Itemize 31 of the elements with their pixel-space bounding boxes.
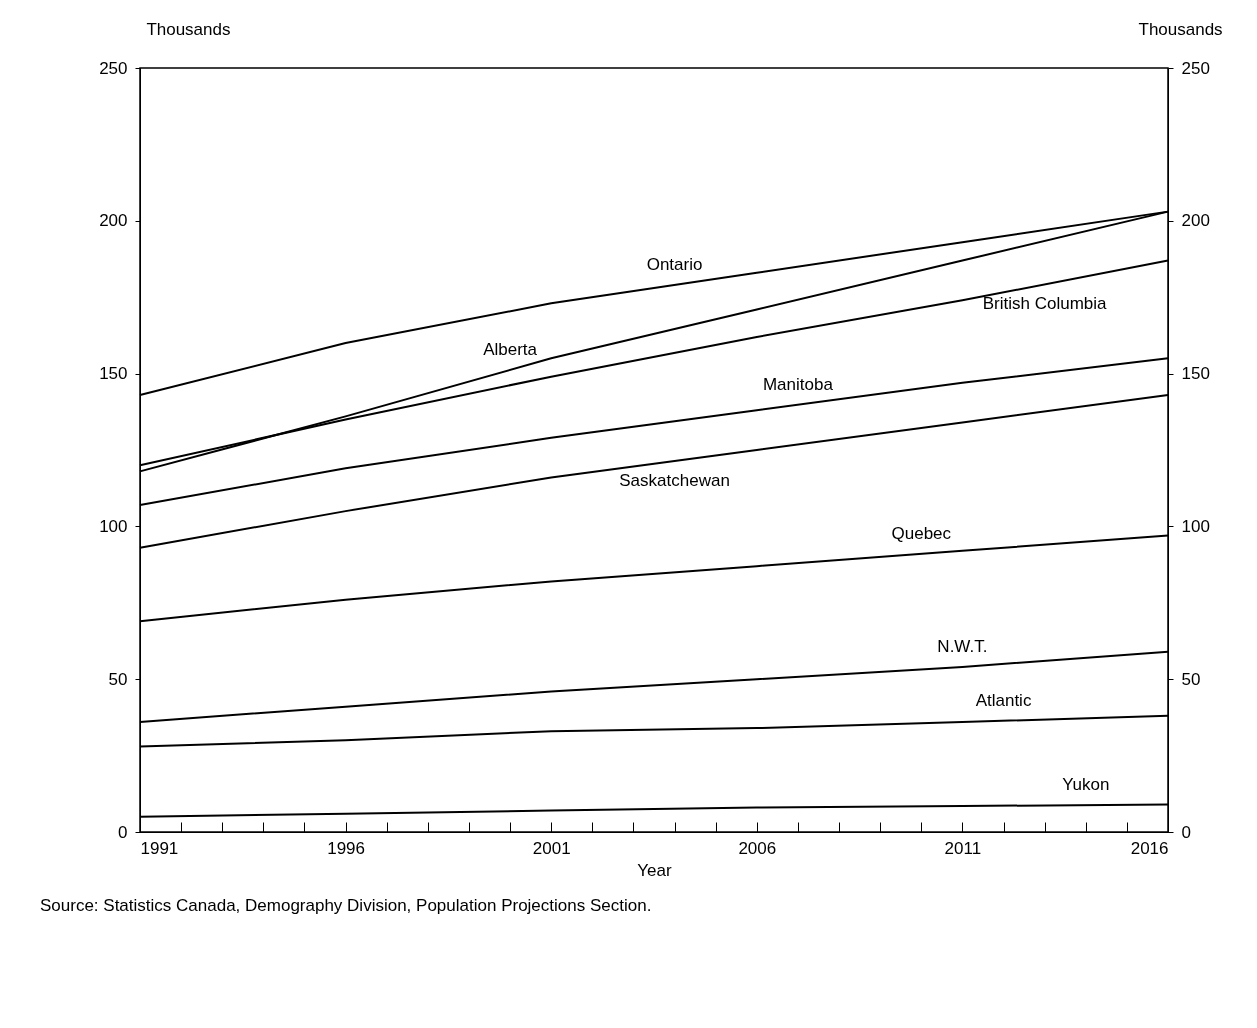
series-label: N.W.T. xyxy=(937,636,988,656)
series-label: Ontario xyxy=(646,254,703,274)
x-tick-label: 2016 xyxy=(1130,838,1169,858)
source-note: Source: Statistics Canada, Demography Division, Population Projections Section. xyxy=(40,896,652,915)
y2-axis-title: Thousands xyxy=(1138,19,1223,39)
y-axis-title: Thousands xyxy=(146,19,231,39)
y-tick-label: 250 xyxy=(99,58,128,78)
x-tick-label: 2001 xyxy=(532,838,571,858)
x-tick-label: 2006 xyxy=(738,838,777,858)
x-axis-title: Year xyxy=(637,860,673,880)
y2-tick-label: 150 xyxy=(1181,364,1210,384)
series-label: Saskatchewan xyxy=(619,471,730,490)
series-label: British Columbia xyxy=(982,294,1108,314)
y2-tick-label: 200 xyxy=(1181,211,1210,231)
y-tick-label: 200 xyxy=(99,211,128,231)
y-tick-label: 150 xyxy=(99,364,128,384)
x-tick-label: 2011 xyxy=(944,838,982,858)
series-label: Alberta xyxy=(483,339,538,359)
y2-tick-label: 0 xyxy=(1181,822,1191,842)
x-tick-label: 1996 xyxy=(327,838,366,858)
series-label: Manitoba xyxy=(762,374,834,394)
series-label: Atlantic xyxy=(975,690,1032,710)
x-tick-label: 1991 xyxy=(140,838,179,858)
series-label: Yukon xyxy=(1062,775,1110,795)
y-tick-label: 50 xyxy=(108,669,128,689)
y2-tick-label: 250 xyxy=(1181,58,1210,78)
y-tick-label: 0 xyxy=(118,822,128,842)
y2-tick-label: 50 xyxy=(1181,669,1201,689)
y2-tick-label: 100 xyxy=(1181,516,1210,536)
series-label: Quebec xyxy=(891,523,952,543)
y-tick-label: 100 xyxy=(99,516,128,536)
